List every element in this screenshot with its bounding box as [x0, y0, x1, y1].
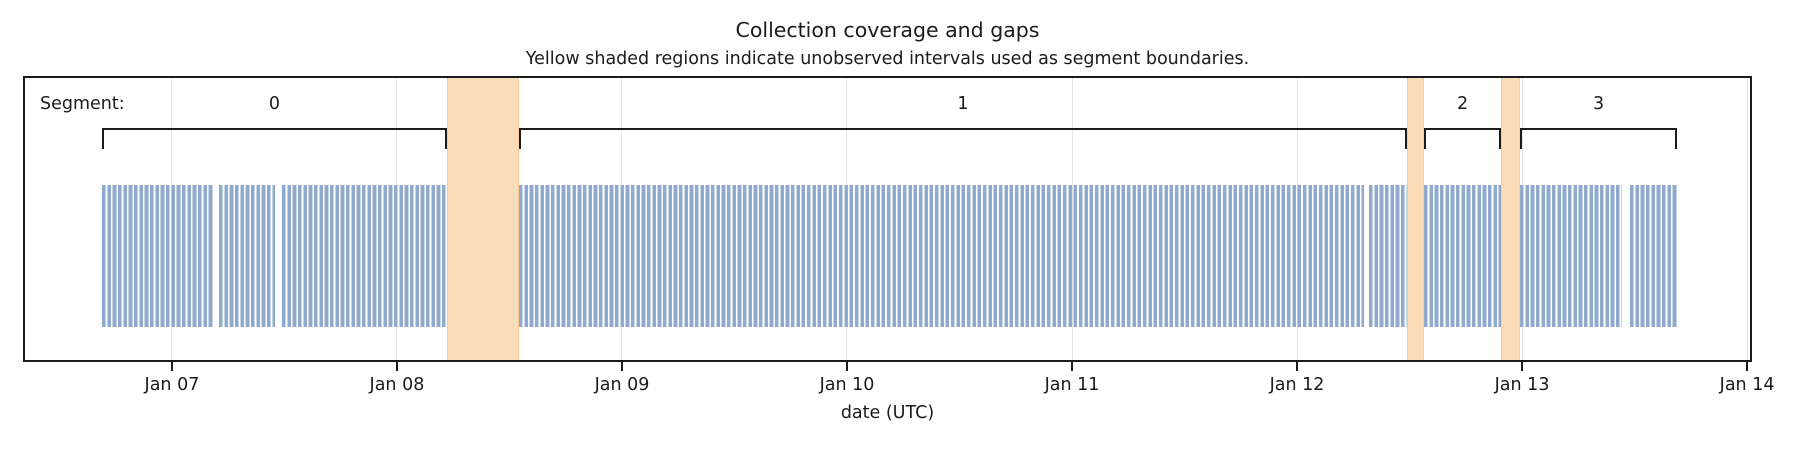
gridline	[1746, 78, 1748, 360]
coverage-interval	[1520, 185, 1622, 327]
axis-tick	[620, 362, 623, 371]
axis-tick-label: Jan 11	[1044, 375, 1100, 395]
axis-tick	[1296, 362, 1299, 371]
segment-caption: Segment:	[40, 94, 125, 114]
axis-tick	[1521, 362, 1524, 371]
gap-band	[1501, 78, 1521, 360]
chart-title: Collection coverage and gaps	[735, 18, 1040, 42]
axis-tick-label: Jan 12	[1269, 375, 1325, 395]
axis-tick-label: Jan 14	[1719, 375, 1775, 395]
segment-label: 2	[1456, 94, 1469, 114]
axis-tick-label: Jan 13	[1494, 375, 1550, 395]
axis-tick-label: Jan 08	[369, 375, 425, 395]
x-axis: Jan 07 Jan 08 Jan 09 Jan 10 Jan 11 Jan 12 Jan …	[25, 362, 1774, 407]
coverage-interval	[101, 185, 213, 327]
axis-tick	[1746, 362, 1749, 371]
axis-tick	[395, 362, 398, 371]
segment-bracket	[101, 128, 447, 149]
coverage-interval	[1369, 185, 1408, 327]
axis-tick	[170, 362, 173, 371]
axis-tick	[845, 362, 848, 371]
segment-bracket	[518, 128, 1408, 149]
segment-bracket	[1423, 128, 1502, 149]
coverage-interval	[218, 185, 275, 327]
gap-band	[446, 78, 519, 360]
chart-subtitle: Yellow shaded regions indicate unobserve…	[525, 49, 1250, 69]
gap-band	[1407, 78, 1424, 360]
coverage-interval	[1630, 185, 1678, 327]
axis-tick-label: Jan 10	[819, 375, 875, 395]
segment-label: 0	[268, 94, 280, 114]
coverage-interval	[518, 185, 1365, 327]
axis-tick-label: Jan 09	[594, 375, 650, 395]
plot-area: Segment: 0 1 2 3	[23, 76, 1752, 362]
segment-bracket	[1520, 128, 1678, 149]
x-axis-label: date (UTC)	[840, 403, 935, 423]
axis-tick-label: Jan 07	[144, 375, 200, 395]
segment-label: 1	[957, 94, 969, 114]
axis-tick	[1071, 362, 1074, 371]
coverage-interval	[281, 185, 447, 327]
segment-label: 3	[1592, 94, 1605, 114]
coverage-interval	[1423, 185, 1502, 327]
